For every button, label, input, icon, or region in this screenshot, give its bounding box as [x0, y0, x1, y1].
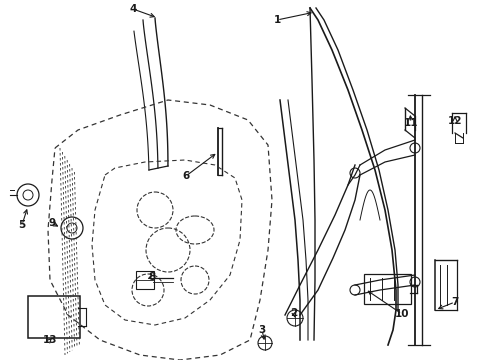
Text: 8: 8 [148, 272, 155, 282]
Text: 5: 5 [19, 220, 25, 230]
Text: 2: 2 [290, 308, 297, 318]
Text: 13: 13 [42, 335, 57, 345]
Text: 10: 10 [394, 309, 408, 319]
Text: 4: 4 [129, 4, 137, 14]
Text: 1: 1 [273, 15, 280, 25]
Text: 6: 6 [182, 171, 189, 181]
Circle shape [349, 285, 359, 295]
Text: 12: 12 [447, 116, 461, 126]
Text: 7: 7 [450, 297, 458, 307]
Text: 11: 11 [403, 118, 417, 128]
Circle shape [349, 168, 359, 178]
Circle shape [409, 277, 419, 287]
Text: 3: 3 [258, 325, 265, 335]
Circle shape [409, 143, 419, 153]
Text: 9: 9 [48, 218, 56, 228]
